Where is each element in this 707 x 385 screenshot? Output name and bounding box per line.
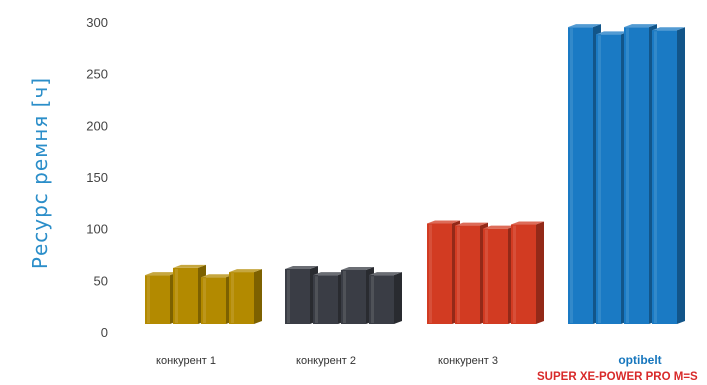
- bar-group: [285, 265, 402, 324]
- bar-highlight: [175, 268, 178, 323]
- bar: [369, 272, 402, 324]
- bar-top: [285, 265, 318, 269]
- bar-highlight: [457, 226, 460, 323]
- bar-highlight: [654, 31, 657, 324]
- bar-side: [536, 221, 544, 324]
- bar: [652, 27, 685, 325]
- bar-top: [341, 267, 374, 270]
- category-labels: конкурент 1 конкурент 2 конкурент 3 optibel…: [156, 353, 698, 383]
- bar: [145, 272, 178, 324]
- y-tick-label: 200: [86, 118, 108, 133]
- bar-top: [596, 31, 629, 35]
- y-tick-label: 300: [86, 15, 108, 30]
- bar-highlight: [513, 225, 516, 323]
- bar: [596, 31, 629, 325]
- category-label: конкурент 2: [296, 355, 356, 367]
- bar-top: [201, 274, 234, 278]
- bar-side: [677, 27, 685, 325]
- y-tick-label: 0: [101, 325, 108, 340]
- bar-highlight: [598, 35, 601, 324]
- bar-highlight: [315, 276, 318, 323]
- bar-highlight: [485, 229, 488, 323]
- bar-top: [313, 272, 346, 276]
- bar-highlight: [626, 28, 629, 324]
- bar: [568, 24, 601, 325]
- bar-top: [483, 225, 516, 229]
- bar: [173, 264, 206, 324]
- y-tick-label: 250: [86, 67, 108, 82]
- bar-group: [427, 220, 544, 324]
- bar-top: [624, 24, 657, 28]
- bar-top: [145, 272, 178, 276]
- bar-highlight: [429, 224, 432, 323]
- bar: [511, 221, 544, 324]
- bar-top: [455, 222, 488, 226]
- bar-highlight: [343, 271, 346, 323]
- category-label: конкурент 1: [156, 355, 216, 367]
- bar-group: [145, 264, 262, 324]
- bar-highlight: [371, 276, 374, 323]
- bar-top: [511, 221, 544, 225]
- y-tick-label: 50: [94, 273, 108, 288]
- bar-highlight: [147, 276, 150, 323]
- bars: [145, 24, 685, 325]
- bar-top: [229, 269, 262, 273]
- bar-side: [254, 269, 262, 324]
- bar-top: [173, 264, 206, 268]
- bar-top: [568, 24, 601, 28]
- bar-highlight: [287, 269, 290, 323]
- category-label: optibelt: [618, 353, 661, 367]
- bar-highlight: [203, 278, 206, 323]
- category-sublabel: SUPER XE-POWER PRO M=S: [537, 371, 698, 383]
- bar-side: [394, 272, 402, 324]
- y-tick-label: 100: [86, 222, 108, 237]
- y-axis-ticks: 0 50 100 150 200 250 300: [86, 15, 108, 340]
- bar-group: [568, 24, 685, 325]
- bar-highlight: [231, 273, 234, 323]
- y-tick-label: 150: [86, 170, 108, 185]
- bar-top: [427, 220, 460, 224]
- bar-highlight: [570, 28, 573, 324]
- category-label: конкурент 3: [438, 355, 498, 367]
- bar-top: [369, 272, 402, 276]
- bar-top: [652, 27, 685, 31]
- bar: [229, 269, 262, 324]
